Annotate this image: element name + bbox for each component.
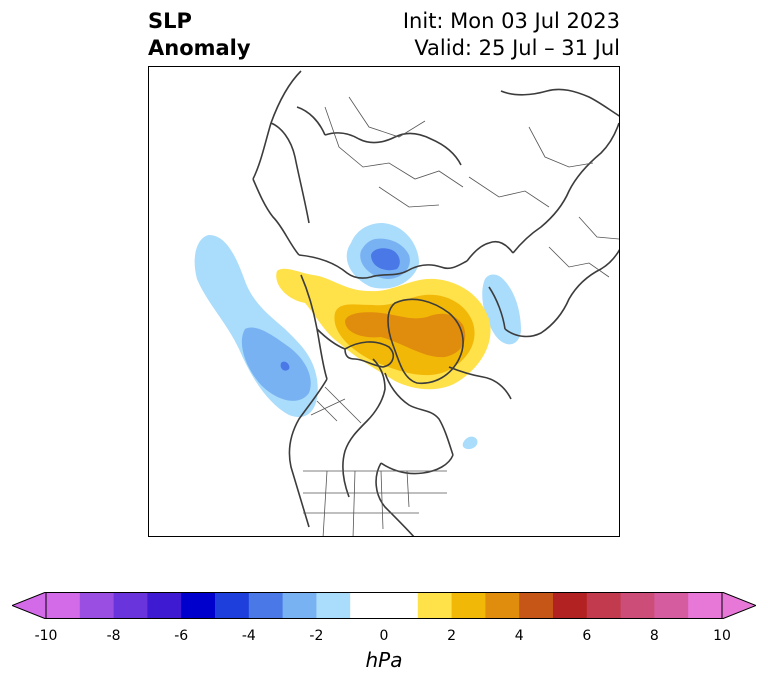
colorbar-swatch [147, 592, 182, 619]
colorbar-tick-label: -8 [106, 628, 121, 644]
init-date: Init: Mon 03 Jul 2023 [402, 9, 620, 33]
colorbar-swatch [553, 592, 588, 619]
positive-anomaly-strong [345, 312, 466, 358]
colorbar-tick-label: 8 [649, 628, 659, 644]
colorbar-swatch [215, 592, 250, 619]
colorbar-tick-label: -6 [174, 628, 189, 644]
colorbar-swatch [417, 592, 453, 619]
colorbar-swatch [79, 592, 115, 619]
title-variable: SLP [148, 9, 192, 33]
colorbar [10, 591, 758, 620]
colorbar-swatch [451, 592, 486, 619]
negative-anomaly-atlantic-small [462, 436, 478, 450]
political-borders [303, 96, 619, 536]
map-canvas [194, 70, 619, 536]
negative-anomaly-arctic-core [371, 248, 400, 271]
colorbar-tick-label: 0 [379, 628, 389, 644]
map-panel [148, 66, 620, 537]
colorbar-swatch [316, 592, 351, 619]
map-dates: Init: Mon 03 Jul 2023 Valid: 25 Jul – 31… [403, 8, 620, 62]
colorbar-swatch [248, 592, 284, 619]
coastlines [252, 70, 619, 536]
colorbar-tick-label: 4 [514, 628, 524, 644]
map-title: SLP Anomaly [148, 8, 251, 62]
colorbar-swatch [688, 592, 723, 619]
colorbar-swatch [46, 592, 81, 619]
colorbar-tick-label: -4 [241, 628, 256, 644]
colorbar-swatch [620, 592, 655, 619]
colorbar-swatch [586, 592, 622, 619]
negative-anomaly-pacific-medium [241, 327, 311, 401]
colorbar-tick-label: 6 [582, 628, 592, 644]
colorbar-swatch [350, 592, 385, 619]
colorbar-extend-min [10, 591, 47, 620]
valid-range: Valid: 25 Jul – 31 Jul [414, 36, 620, 60]
colorbar-tick-label: 10 [713, 628, 731, 644]
colorbar-swatch [519, 592, 554, 619]
colorbar-swatch [384, 592, 419, 619]
colorbar-swatch [654, 592, 689, 619]
negative-anomaly-pacific-core [280, 361, 290, 371]
colorbar-swatch [485, 592, 520, 619]
colorbar-units: hPa [365, 648, 403, 672]
colorbar-tick-label: 2 [447, 628, 457, 644]
colorbar-swatch [282, 592, 317, 619]
colorbar-tick-label: -10 [34, 628, 58, 644]
colorbar-frame [45, 592, 723, 619]
colorbar-svg [10, 591, 758, 620]
colorbar-swatch [181, 592, 216, 619]
title-type: Anomaly [148, 36, 251, 60]
colorbar-extend-max [721, 591, 758, 620]
colorbar-tick-label: -2 [309, 628, 324, 644]
colorbar-swatch [113, 592, 148, 619]
